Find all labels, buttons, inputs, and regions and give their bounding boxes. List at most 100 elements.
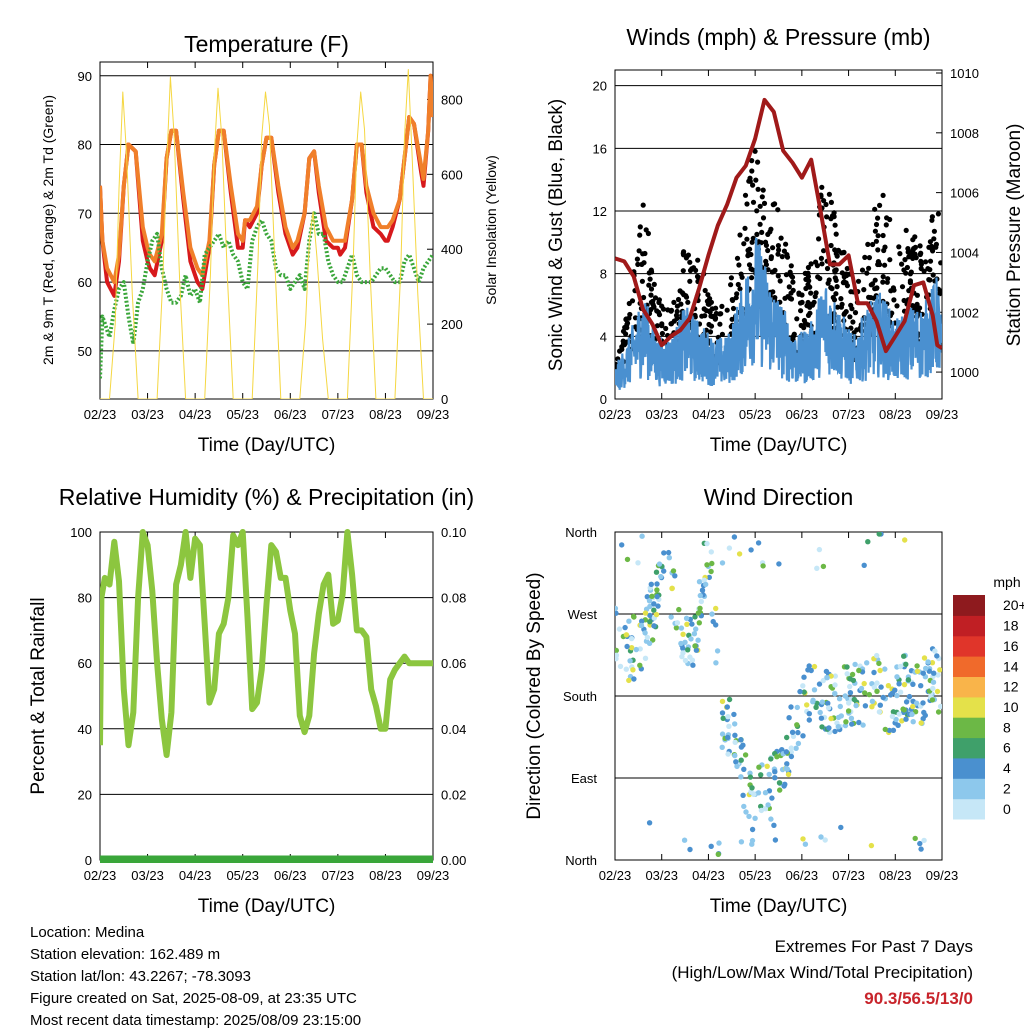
direction-dot xyxy=(921,709,927,716)
gust-dot xyxy=(828,199,835,205)
gust-dot xyxy=(875,247,881,253)
gust-dot xyxy=(834,284,840,290)
direction-dot xyxy=(864,660,870,666)
direction-dot xyxy=(913,700,920,706)
direction-dot xyxy=(706,574,712,581)
direction-dot xyxy=(642,610,649,616)
direction-dot xyxy=(661,568,667,574)
direction-dot xyxy=(725,751,731,757)
direction-dot xyxy=(910,703,916,710)
direction-dot xyxy=(691,631,698,637)
direction-dot xyxy=(920,670,926,676)
direction-dot xyxy=(654,587,660,593)
gust-dot xyxy=(761,200,768,206)
direction-dot xyxy=(912,835,918,842)
direction-dot xyxy=(758,807,765,814)
direction-dot xyxy=(860,722,866,728)
gust-dot xyxy=(663,325,669,332)
gust-dot xyxy=(788,290,794,296)
direction-dot xyxy=(713,660,719,666)
gust-dot xyxy=(819,184,825,190)
gust-dot xyxy=(938,260,942,266)
x-axis-label: Time (Day/UTC) xyxy=(710,896,848,917)
gust-dot xyxy=(899,284,906,290)
gust-dot xyxy=(626,315,632,321)
direction-dot xyxy=(835,724,841,730)
direction-dot xyxy=(638,622,645,629)
direction-dot xyxy=(749,826,756,833)
y-tick-label: 80 xyxy=(78,591,92,606)
direction-dot xyxy=(889,713,896,720)
x-tick-label: 07/23 xyxy=(832,407,865,422)
gust-dot xyxy=(692,312,698,318)
direction-dot xyxy=(885,683,892,689)
direction-dot xyxy=(616,626,623,632)
gust-dot xyxy=(659,330,666,337)
gust-dot xyxy=(833,251,839,257)
gust-dot xyxy=(904,264,911,271)
direction-dot xyxy=(806,663,812,669)
gust-dot xyxy=(875,259,882,265)
direction-dot xyxy=(752,815,758,821)
gust-dot xyxy=(730,297,736,303)
direction-dot xyxy=(668,614,674,620)
direction-dot xyxy=(822,837,828,843)
y-tick-label: 90 xyxy=(78,69,92,84)
direction-dot xyxy=(783,765,789,772)
x-tick-label: 05/23 xyxy=(739,407,772,422)
gust-dot xyxy=(872,206,878,212)
y-tick-label: 12 xyxy=(593,204,607,219)
colorbar-swatch xyxy=(953,737,985,759)
series-group xyxy=(100,69,433,399)
direction-dot xyxy=(687,846,693,853)
series-wind xyxy=(615,237,942,390)
gust-dot xyxy=(651,304,657,310)
x-tick-label: 03/23 xyxy=(131,407,164,422)
direction-dot xyxy=(695,637,701,643)
colorbar-swatch xyxy=(953,696,985,718)
direction-dot xyxy=(693,626,699,632)
gust-dot xyxy=(687,278,693,284)
gust-dot xyxy=(765,231,771,237)
y-tick-label: 80 xyxy=(78,138,92,153)
direction-dot xyxy=(704,540,710,547)
direction-dot xyxy=(678,625,685,631)
gust-dot xyxy=(805,282,811,288)
direction-dot xyxy=(646,820,653,826)
direction-dot xyxy=(623,632,630,638)
y-axis-label: Sonic Wind & Gust (Blue, Black) xyxy=(546,99,567,371)
direction-dot xyxy=(631,676,637,682)
direction-dot xyxy=(795,729,801,736)
gust-dot xyxy=(730,305,737,312)
gust-dot xyxy=(930,248,936,254)
direction-dot xyxy=(653,611,660,618)
direction-dot xyxy=(696,579,703,585)
direction-dot xyxy=(647,612,653,619)
direction-dot xyxy=(627,658,633,664)
gust-dot xyxy=(824,214,830,220)
series-t9m xyxy=(100,73,433,285)
y-tick-label: 20 xyxy=(593,79,607,94)
direction-dot xyxy=(749,841,755,847)
x-axis-label: Time (Day/UTC) xyxy=(198,896,336,917)
gust-dot xyxy=(637,232,643,238)
direction-dot xyxy=(670,568,677,574)
series-solar xyxy=(100,69,433,399)
chart-title: Wind Direction xyxy=(704,484,854,510)
gust-dot xyxy=(873,221,880,228)
gust-dot xyxy=(872,277,878,283)
direction-dot xyxy=(851,696,857,703)
gust-dot xyxy=(779,254,785,260)
gust-dot xyxy=(733,295,739,301)
y-tick-label: 60 xyxy=(78,656,92,671)
direction-dot xyxy=(923,665,929,672)
direction-dot xyxy=(903,661,909,667)
y2-tick-label: 1006 xyxy=(950,186,979,201)
gust-dot xyxy=(775,273,781,279)
gust-dot xyxy=(747,175,753,181)
gust-dot xyxy=(742,225,748,231)
gust-dot xyxy=(870,241,876,248)
direction-dot xyxy=(637,662,643,668)
x-tick-label: 07/23 xyxy=(832,868,865,883)
direction-dot xyxy=(819,699,825,705)
